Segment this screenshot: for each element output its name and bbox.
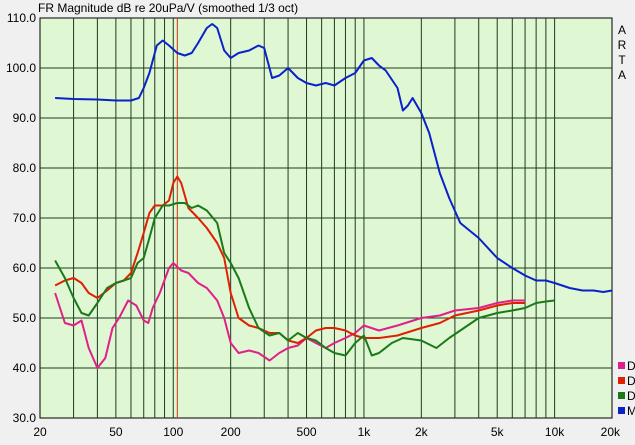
brand-letter: T <box>618 53 626 67</box>
y-tick-label: 50.0 <box>13 311 37 325</box>
series-line-4 <box>55 23 613 293</box>
brand-letter: A <box>618 23 626 37</box>
y-tick-label: 70.0 <box>13 211 37 225</box>
series-line-1 <box>54 262 526 369</box>
x-tick-label: 20 <box>33 425 47 439</box>
brand-letter: A <box>618 68 626 82</box>
x-tick-label: 10k <box>545 425 565 439</box>
legend-label: D <box>627 389 635 403</box>
y-tick-label: 30.0 <box>13 411 37 425</box>
x-tick-label: 20k <box>601 425 621 439</box>
y-tick-label: 110.0 <box>7 11 36 25</box>
legend-label: D <box>627 374 635 388</box>
y-tick-label: 80.0 <box>13 161 37 175</box>
x-tick-label: 2k <box>415 425 429 439</box>
x-tick-label: 50 <box>109 425 123 439</box>
x-tick-label: 1k <box>358 425 372 439</box>
legend-label: M <box>627 404 635 418</box>
y-tick-label: 90.0 <box>13 111 37 125</box>
legend-label: D <box>627 359 635 373</box>
legend-swatch <box>618 362 625 369</box>
y-tick-label: 60.0 <box>13 261 37 275</box>
x-tick-label: 100 <box>163 425 183 439</box>
brand-letter: R <box>618 38 627 52</box>
x-tick-label: 200 <box>221 425 241 439</box>
legend-swatch <box>618 392 625 399</box>
legend-swatch <box>618 407 625 414</box>
y-tick-label: 100.0 <box>6 61 36 75</box>
series-line-3 <box>54 202 555 357</box>
legend-swatch <box>618 377 625 384</box>
x-tick-label: 500 <box>297 425 317 439</box>
y-tick-label: 40.0 <box>13 361 37 375</box>
x-tick-label: 5k <box>491 425 505 439</box>
chart-title: FR Magnitude dB re 20uPa/V (smoothed 1/3… <box>38 1 298 15</box>
